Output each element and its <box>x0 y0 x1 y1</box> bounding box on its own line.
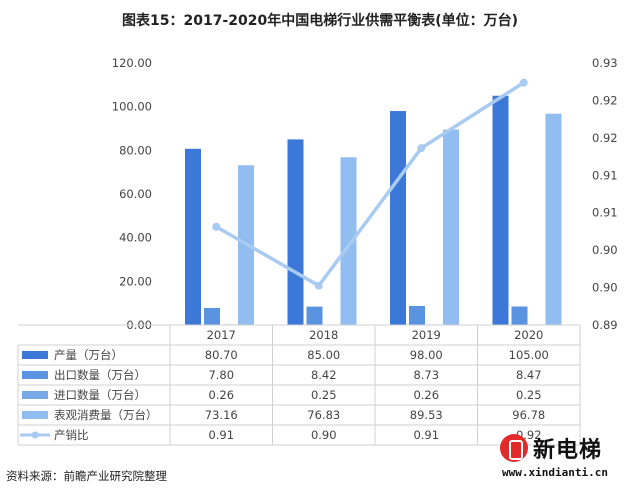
y-left-tick-label: 40.00 <box>119 231 152 245</box>
y-left-tick-label: 100.00 <box>112 100 152 114</box>
table-value: 8.73 <box>413 368 439 382</box>
y-left-tick-label: 20.00 <box>119 274 152 288</box>
legend-label: 表观消费量（万台） <box>54 408 158 422</box>
legend-label: 进口数量（万台） <box>54 388 146 402</box>
y-left-tick-label: 120.00 <box>112 56 152 70</box>
bar-export <box>409 305 425 325</box>
table-value: 0.26 <box>413 388 439 402</box>
table-value: 73.16 <box>205 408 238 422</box>
table-value: 105.00 <box>509 348 549 362</box>
table-value: 85.00 <box>307 348 340 362</box>
y-right-tick-label: 0.91 <box>592 206 618 220</box>
table-value: 0.26 <box>208 388 234 402</box>
legend-key-bar <box>22 351 48 359</box>
y-right-tick-label: 0.89 <box>592 318 618 332</box>
y-right-tick-label: 0.91 <box>592 168 618 182</box>
ratio-point <box>417 144 426 153</box>
y-left-tick-label: 80.00 <box>119 143 152 157</box>
table-value: 0.25 <box>516 388 542 402</box>
bar-export <box>204 307 220 325</box>
ratio-point <box>212 222 221 231</box>
ratio-point <box>519 78 528 87</box>
table-value: 8.47 <box>516 368 542 382</box>
bar-export <box>511 306 528 325</box>
x-tick-label: 2020 <box>514 328 543 342</box>
y-right-tick-label: 0.90 <box>592 281 618 295</box>
table-value: 0.91 <box>208 428 234 442</box>
ratio-point <box>314 281 323 290</box>
elevator-logo-icon <box>500 434 528 462</box>
legend-key-marker <box>31 431 39 439</box>
legend-key-bar <box>22 411 48 419</box>
y-right-tick-label: 0.92 <box>592 131 618 145</box>
table-value: 96.78 <box>512 408 545 422</box>
y-left-tick-label: 60.00 <box>119 187 152 201</box>
legend-key-bar <box>22 371 48 379</box>
legend-label: 产量（万台） <box>54 348 123 362</box>
table-value: 0.91 <box>413 428 439 442</box>
table-value: 8.42 <box>311 368 337 382</box>
table-value: 98.00 <box>410 348 443 362</box>
legend-key-bar <box>22 391 48 399</box>
table-value: 89.53 <box>410 408 443 422</box>
bar-production <box>287 139 304 325</box>
bar-consumption <box>545 113 562 326</box>
y-right-tick-label: 0.90 <box>592 243 618 257</box>
y-right-tick-label: 0.93 <box>592 56 618 70</box>
bar-production <box>390 111 406 326</box>
brand-url: www.xindianti.cn <box>502 466 608 479</box>
table-value: 0.90 <box>311 428 337 442</box>
legend-label: 出口数量（万台） <box>54 368 146 382</box>
bar-consumption <box>340 157 357 325</box>
x-tick-label: 2019 <box>412 328 441 342</box>
x-tick-label: 2018 <box>309 328 338 342</box>
table-value: 7.80 <box>208 368 234 382</box>
bar-production <box>492 95 509 325</box>
bar-consumption <box>443 129 459 325</box>
chart-title: 图表15：2017-2020年中国电梯行业供需平衡表(单位：万台) <box>121 13 519 29</box>
table-value: 0.25 <box>311 388 337 402</box>
brand-logo: 新电梯 www.xindianti.cn <box>500 430 638 490</box>
bar-export <box>306 306 323 325</box>
table-value: 80.70 <box>205 348 238 362</box>
source-note: 资料来源：前瞻产业研究院整理 <box>6 469 167 483</box>
table-value: 76.83 <box>307 408 340 422</box>
brand-name: 新电梯 <box>533 438 603 463</box>
legend-label: 产销比 <box>54 428 89 442</box>
x-tick-label: 2017 <box>207 328 236 342</box>
y-right-tick-label: 0.92 <box>592 93 618 107</box>
bar-production <box>185 148 201 325</box>
ratio-line <box>215 81 525 288</box>
